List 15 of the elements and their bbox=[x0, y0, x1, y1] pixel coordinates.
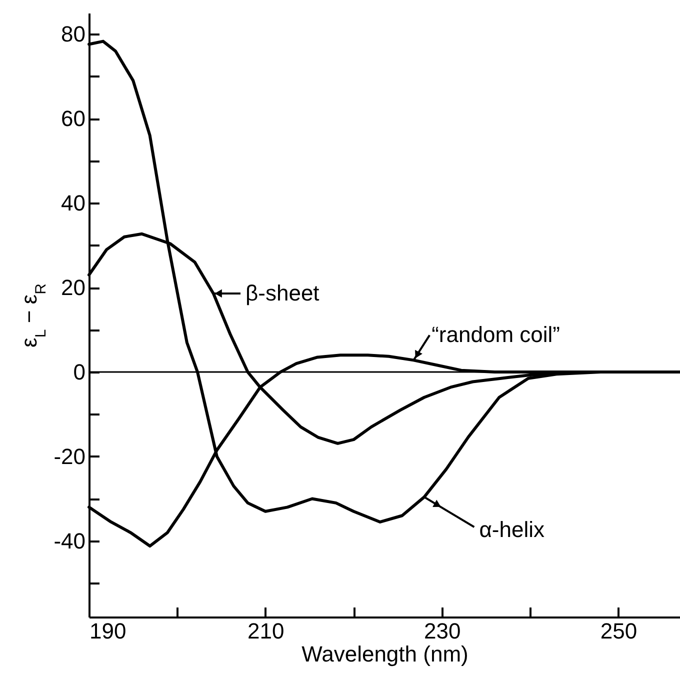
y-tick-label: -40 bbox=[54, 528, 86, 554]
x-axis-title: Wavelength (nm) bbox=[302, 642, 468, 666]
annotation: α-helix bbox=[479, 517, 544, 542]
y-tick-label: 0 bbox=[73, 360, 86, 385]
y-tick-label: -20 bbox=[54, 444, 86, 469]
x-tick-label: 190 bbox=[90, 618, 126, 644]
x-tick-label: 230 bbox=[424, 618, 461, 644]
y-tick-label: 60 bbox=[61, 106, 86, 132]
annotation: “random coil” bbox=[432, 322, 560, 348]
x-tick-label: 250 bbox=[600, 618, 638, 644]
y-tick-label: 40 bbox=[61, 190, 86, 216]
y-tick-label: 20 bbox=[61, 275, 86, 300]
annotation: β-sheet bbox=[245, 280, 320, 306]
x-tick-label: 210 bbox=[248, 618, 284, 644]
y-tick-label: 80 bbox=[61, 22, 86, 47]
